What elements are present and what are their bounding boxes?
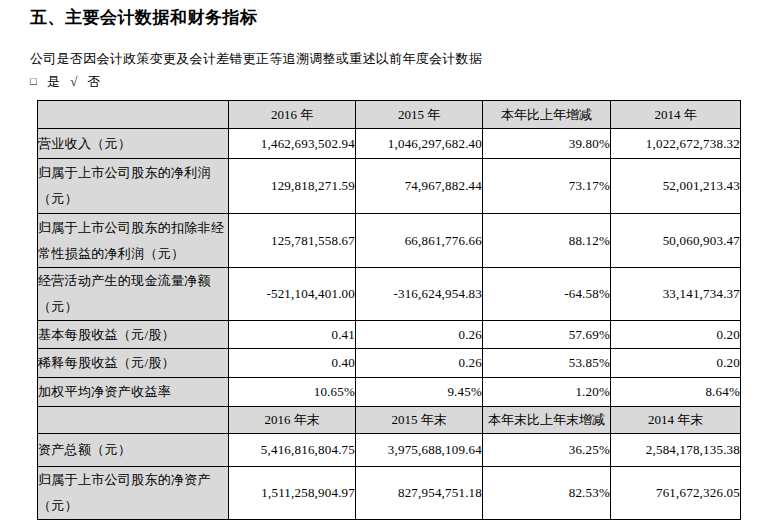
value-change: 39.80%: [483, 129, 611, 159]
table-row-basic-eps: 基本每股收益（元/股） 0.41 0.26 57.69% 0.20: [38, 321, 741, 349]
value-change: 36.25%: [483, 434, 611, 467]
header-cell-2016: 2016 年: [229, 101, 356, 129]
value-change: 1.20%: [483, 378, 611, 407]
value-2014: 0.20: [611, 321, 741, 349]
value-2016: 0.41: [229, 321, 356, 349]
value-change: -64.58%: [483, 268, 611, 321]
value-change: 82.53%: [483, 467, 611, 520]
header-cell-2014: 2014 年: [611, 101, 741, 129]
table-row-diluted-eps: 稀释每股收益（元/股） 0.40 0.26 53.85% 0.20: [38, 349, 741, 378]
header-cell-yoy-end-change: 本年末比上年末增减: [483, 407, 611, 434]
value-2015: 74,967,882.44: [356, 159, 483, 214]
value-2016: 129,818,271.59: [229, 159, 356, 214]
value-2014: 50,060,903.47: [611, 214, 741, 268]
header-cell-2015: 2015 年: [356, 101, 483, 129]
section-title: 五、主要会计数据和财务指标: [30, 6, 258, 29]
value-change: 57.69%: [483, 321, 611, 349]
value-2015: 3,975,688,109.64: [356, 434, 483, 467]
value-2016: 125,781,558.67: [229, 214, 356, 268]
value-2016: 1,511,258,904.97: [229, 467, 356, 520]
row-label: 归属于上市公司股东的扣除非经常性损益的净利润（元）: [38, 214, 229, 268]
no-label: 否: [88, 74, 101, 89]
table-row-operating-cash-flow: 经营活动产生的现金流量净额（元） -521,104,401.00 -316,62…: [38, 268, 741, 321]
check-mark-icon: √: [70, 74, 77, 89]
row-label: 加权平均净资产收益率: [38, 378, 229, 407]
header-cell-yoy-change: 本年比上年增减: [483, 101, 611, 129]
value-change: 73.17%: [483, 159, 611, 214]
value-2015: 1,046,297,682.40: [356, 129, 483, 159]
header-cell-blank: [38, 101, 229, 129]
value-2015: 0.26: [356, 349, 483, 378]
header-cell-2014-end: 2014 年末: [611, 407, 741, 434]
value-2015: 0.26: [356, 321, 483, 349]
value-2014: 0.20: [611, 349, 741, 378]
header-cell-2016-end: 2016 年末: [229, 407, 356, 434]
row-label: 稀释每股收益（元/股）: [38, 349, 229, 378]
value-2015: 827,954,751.18: [356, 467, 483, 520]
row-label: 归属于上市公司股东的净资产（元）: [38, 467, 229, 520]
value-2014: 2,584,178,135.38: [611, 434, 741, 467]
value-2016: 10.65%: [229, 378, 356, 407]
value-2015: 66,861,776.66: [356, 214, 483, 268]
table-row-weighted-avg-roe: 加权平均净资产收益率 10.65% 9.45% 1.20% 8.64%: [38, 378, 741, 407]
value-2016: -521,104,401.00: [229, 268, 356, 321]
value-2016: 0.40: [229, 349, 356, 378]
financial-indicators-table: 2016 年 2015 年 本年比上年增减 2014 年 营业收入（元） 1,4…: [37, 100, 741, 520]
row-label: 资产总额（元）: [38, 434, 229, 467]
value-2014: 1,022,672,738.32: [611, 129, 741, 159]
value-change: 53.85%: [483, 349, 611, 378]
value-2015: -316,624,954.83: [356, 268, 483, 321]
row-label: 营业收入（元）: [38, 129, 229, 159]
header-cell-blank: [38, 407, 229, 434]
table-row-revenue: 营业收入（元） 1,462,693,502.94 1,046,297,682.4…: [38, 129, 741, 159]
restatement-question: 公司是否因会计政策变更及会计差错更正等追溯调整或重述以前年度会计数据: [30, 50, 482, 68]
table-row-net-assets: 归属于上市公司股东的净资产（元） 1,511,258,904.97 827,95…: [38, 467, 741, 520]
table-header-row-annual: 2016 年 2015 年 本年比上年增减 2014 年: [38, 101, 741, 129]
table-row-net-profit-excl-nonrecurring: 归属于上市公司股东的扣除非经常性损益的净利润（元） 125,781,558.67…: [38, 214, 741, 268]
table-header-row-year-end: 2016 年末 2015 年末 本年末比上年末增减 2014 年末: [38, 407, 741, 434]
table-row-total-assets: 资产总额（元） 5,416,816,804.75 3,975,688,109.6…: [38, 434, 741, 467]
value-2016: 5,416,816,804.75: [229, 434, 356, 467]
row-label: 基本每股收益（元/股）: [38, 321, 229, 349]
document-page: 五、主要会计数据和财务指标 公司是否因会计政策变更及会计差错更正等追溯调整或重述…: [0, 0, 775, 528]
header-cell-2015-end: 2015 年末: [356, 407, 483, 434]
row-label: 经营活动产生的现金流量净额（元）: [38, 268, 229, 321]
value-2014: 33,141,734.37: [611, 268, 741, 321]
checkbox-unchecked-icon: □: [30, 75, 37, 87]
value-2015: 9.45%: [356, 378, 483, 407]
value-2014: 8.64%: [611, 378, 741, 407]
value-2016: 1,462,693,502.94: [229, 129, 356, 159]
yes-label: 是: [47, 74, 60, 89]
yes-no-checkline: □ 是 √ 否: [30, 73, 108, 91]
table-row-net-profit: 归属于上市公司股东的净利润（元） 129,818,271.59 74,967,8…: [38, 159, 741, 214]
value-change: 88.12%: [483, 214, 611, 268]
row-label: 归属于上市公司股东的净利润（元）: [38, 159, 229, 214]
value-2014: 52,001,213.43: [611, 159, 741, 214]
value-2014: 761,672,326.05: [611, 467, 741, 520]
